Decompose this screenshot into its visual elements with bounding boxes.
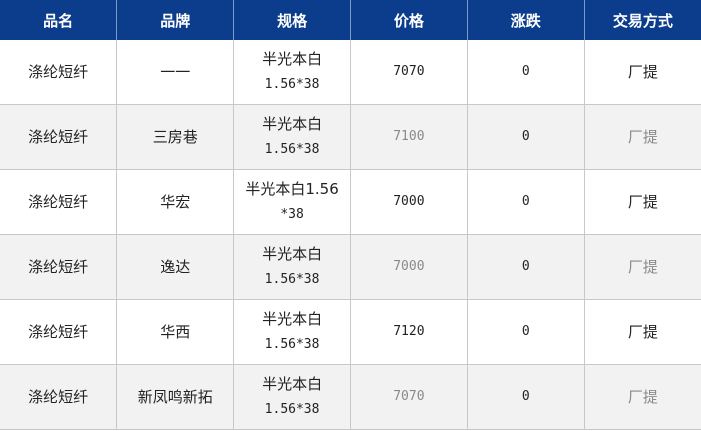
spec-line-2: *38: [280, 207, 304, 222]
header-change: 涨跌: [467, 0, 585, 40]
table-row: 涤纶短纤 华宏 半光本白1.56 *38 7000 0 厂提: [0, 169, 701, 235]
spec-line-1: 半光本白: [262, 310, 323, 328]
cell-price: 7070: [349, 40, 468, 105]
cell-spec: 半光本白 1.56*38: [233, 40, 351, 105]
cell-spec: 半光本白 1.56*38: [233, 104, 351, 170]
cell-change: 0: [466, 299, 585, 365]
cell-spec: 半光本白1.56 *38: [233, 169, 351, 235]
table-row: 涤纶短纤 新凤鸣新拓 半光本白 1.56*38 7070 0 厂提: [0, 364, 701, 430]
cell-price: 7100: [349, 104, 468, 170]
table-row: 涤纶短纤 逸达 半光本白 1.56*38 7000 0 厂提: [0, 234, 701, 300]
header-brand: 品牌: [116, 0, 235, 40]
cell-brand: 逸达: [116, 234, 235, 300]
cell-trade: 厂提: [583, 169, 701, 235]
cell-name: 涤纶短纤: [0, 104, 118, 170]
cell-brand: 三房巷: [116, 104, 235, 170]
cell-brand: 华宏: [116, 169, 235, 235]
cell-name: 涤纶短纤: [0, 299, 118, 365]
cell-name: 涤纶短纤: [0, 169, 118, 235]
cell-price: 7000: [349, 234, 468, 300]
table-row: 涤纶短纤 三房巷 半光本白 1.56*38 7100 0 厂提: [0, 104, 701, 170]
table-row: 涤纶短纤 一一 半光本白 1.56*38 7070 0 厂提: [0, 40, 701, 105]
spec-line-1: 半光本白1.56: [245, 180, 339, 198]
cell-spec: 半光本白 1.56*38: [233, 234, 351, 300]
spec-line-2: 1.56*38: [264, 402, 320, 417]
cell-name: 涤纶短纤: [0, 40, 118, 105]
cell-brand: 一一: [116, 40, 235, 105]
spec-line-2: 1.56*38: [264, 142, 320, 157]
cell-price: 7000: [349, 169, 468, 235]
cell-trade: 厂提: [583, 234, 701, 300]
spec-line-2: 1.56*38: [264, 337, 320, 352]
header-price: 价格: [350, 0, 468, 40]
cell-name: 涤纶短纤: [0, 364, 118, 430]
spec-line-1: 半光本白: [262, 115, 323, 133]
header-trade: 交易方式: [584, 0, 701, 40]
header-name: 品名: [0, 0, 118, 40]
header-spec: 规格: [233, 0, 351, 40]
spec-line-1: 半光本白: [262, 50, 323, 68]
table-row: 涤纶短纤 华西 半光本白 1.56*38 7120 0 厂提: [0, 299, 701, 365]
cell-spec: 半光本白 1.56*38: [233, 299, 351, 365]
cell-trade: 厂提: [583, 364, 701, 430]
spec-line-1: 半光本白: [262, 375, 323, 393]
spec-line-2: 1.56*38: [264, 272, 320, 287]
cell-change: 0: [466, 234, 585, 300]
cell-change: 0: [466, 40, 585, 105]
cell-trade: 厂提: [583, 40, 701, 105]
cell-change: 0: [466, 104, 585, 170]
cell-change: 0: [466, 169, 585, 235]
table-header: 品名 品牌 规格 价格 涨跌 交易方式: [0, 0, 701, 40]
cell-brand: 华西: [116, 299, 235, 365]
cell-name: 涤纶短纤: [0, 234, 118, 300]
cell-price: 7070: [349, 364, 468, 430]
cell-trade: 厂提: [583, 104, 701, 170]
cell-trade: 厂提: [583, 299, 701, 365]
cell-spec: 半光本白 1.56*38: [233, 364, 351, 430]
cell-brand: 新凤鸣新拓: [116, 364, 235, 430]
spec-line-2: 1.56*38: [264, 77, 320, 92]
cell-change: 0: [466, 364, 585, 430]
cell-price: 7120: [349, 299, 468, 365]
spec-line-1: 半光本白: [262, 245, 323, 263]
